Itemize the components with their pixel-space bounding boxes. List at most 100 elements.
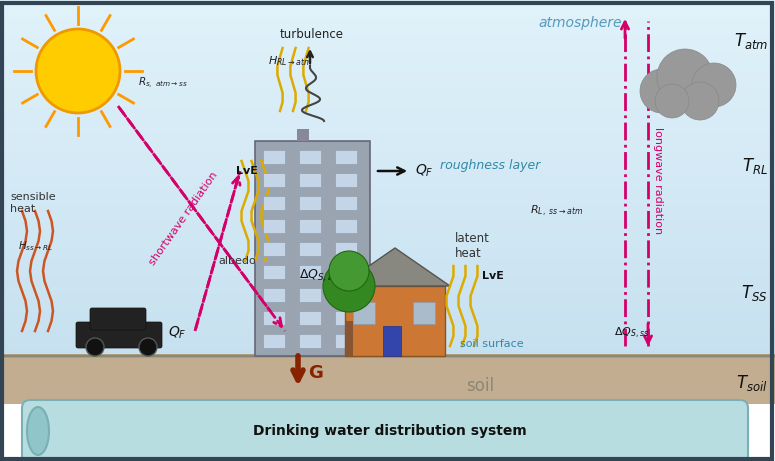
Bar xyxy=(0,266,775,276)
Bar xyxy=(0,61,775,71)
Bar xyxy=(0,88,775,98)
Text: $R_{L,\ ss \rightarrow atm}$: $R_{L,\ ss \rightarrow atm}$ xyxy=(530,203,583,219)
FancyBboxPatch shape xyxy=(22,400,748,461)
Text: $Q_F$: $Q_F$ xyxy=(415,163,434,179)
Bar xyxy=(299,150,321,164)
Polygon shape xyxy=(340,248,450,286)
Text: atmosphere: atmosphere xyxy=(539,16,622,30)
Bar xyxy=(299,219,321,233)
Bar xyxy=(0,248,775,258)
Circle shape xyxy=(657,49,713,105)
Bar xyxy=(299,173,321,187)
Bar xyxy=(255,141,370,356)
Bar xyxy=(263,150,285,164)
Bar xyxy=(263,311,285,325)
Bar xyxy=(0,328,775,338)
Text: $Q_F$: $Q_F$ xyxy=(168,325,187,341)
Bar xyxy=(335,242,357,256)
Bar xyxy=(0,26,775,35)
Bar xyxy=(0,0,775,9)
Bar xyxy=(0,257,775,267)
Bar xyxy=(335,288,357,302)
Bar xyxy=(0,70,775,80)
Ellipse shape xyxy=(27,407,49,455)
Bar xyxy=(299,242,321,256)
Bar xyxy=(263,265,285,279)
Bar xyxy=(0,186,775,196)
Bar xyxy=(0,275,775,285)
Circle shape xyxy=(655,84,689,118)
Text: turbulence: turbulence xyxy=(280,28,344,41)
Bar xyxy=(263,173,285,187)
Text: latent
heat: latent heat xyxy=(455,232,490,260)
Bar xyxy=(299,288,321,302)
Bar xyxy=(0,230,775,240)
Bar xyxy=(0,284,775,294)
Bar xyxy=(0,354,775,364)
Text: roughness layer: roughness layer xyxy=(440,160,540,172)
Circle shape xyxy=(329,251,369,291)
Bar xyxy=(0,53,775,62)
Bar xyxy=(335,219,357,233)
Bar xyxy=(0,195,775,205)
Text: $\Delta Q_{S,bu}$: $\Delta Q_{S,bu}$ xyxy=(299,268,340,284)
Bar xyxy=(299,196,321,210)
Bar xyxy=(263,196,285,210)
Bar xyxy=(263,219,285,233)
Bar xyxy=(335,196,357,210)
Bar xyxy=(0,346,775,356)
Bar xyxy=(0,150,775,160)
Bar xyxy=(0,17,775,27)
Bar xyxy=(413,302,435,324)
Bar xyxy=(0,79,775,89)
Text: $T_{RL}$: $T_{RL}$ xyxy=(742,156,768,176)
Circle shape xyxy=(681,82,719,120)
Text: $H_{ss \rightarrow RL}$: $H_{ss \rightarrow RL}$ xyxy=(18,239,53,253)
Bar xyxy=(0,8,775,18)
Circle shape xyxy=(36,29,120,113)
Text: Drinking water distribution system: Drinking water distribution system xyxy=(253,424,527,438)
Bar xyxy=(297,129,309,141)
Bar xyxy=(0,168,775,178)
Bar xyxy=(0,293,775,302)
Text: shortwave radiation: shortwave radiation xyxy=(147,170,219,267)
Bar xyxy=(263,288,285,302)
Bar xyxy=(383,326,401,356)
FancyBboxPatch shape xyxy=(76,322,162,348)
Text: LvE: LvE xyxy=(482,271,504,281)
Bar xyxy=(0,124,775,134)
Text: $T_{SS}$: $T_{SS}$ xyxy=(742,283,768,303)
FancyBboxPatch shape xyxy=(90,308,146,330)
Bar xyxy=(335,265,357,279)
Bar xyxy=(335,334,357,348)
Bar xyxy=(0,35,775,45)
Bar xyxy=(0,159,775,169)
Text: LvE: LvE xyxy=(236,166,258,176)
Text: $T_{soil}$: $T_{soil}$ xyxy=(736,373,768,393)
Bar xyxy=(263,334,285,348)
Text: $H_{RL \rightarrow atm}$: $H_{RL \rightarrow atm}$ xyxy=(268,54,312,68)
Text: soil: soil xyxy=(466,377,494,395)
Bar xyxy=(0,142,775,151)
Bar xyxy=(0,132,775,142)
Bar xyxy=(263,242,285,256)
Bar xyxy=(0,213,775,223)
Bar xyxy=(299,265,321,279)
Circle shape xyxy=(323,260,375,312)
Circle shape xyxy=(86,338,104,356)
Bar xyxy=(0,356,775,404)
Bar xyxy=(335,311,357,325)
Text: longwave radiation: longwave radiation xyxy=(653,127,663,235)
Bar xyxy=(335,150,357,164)
Bar xyxy=(0,177,775,187)
Circle shape xyxy=(139,338,157,356)
Bar xyxy=(0,301,775,312)
Text: $T_{atm}$: $T_{atm}$ xyxy=(734,31,768,51)
Bar xyxy=(0,358,775,396)
Bar xyxy=(353,302,375,324)
Bar xyxy=(335,173,357,187)
Text: G: G xyxy=(308,364,323,382)
Bar xyxy=(0,106,775,116)
Circle shape xyxy=(692,63,736,107)
Bar xyxy=(0,97,775,107)
